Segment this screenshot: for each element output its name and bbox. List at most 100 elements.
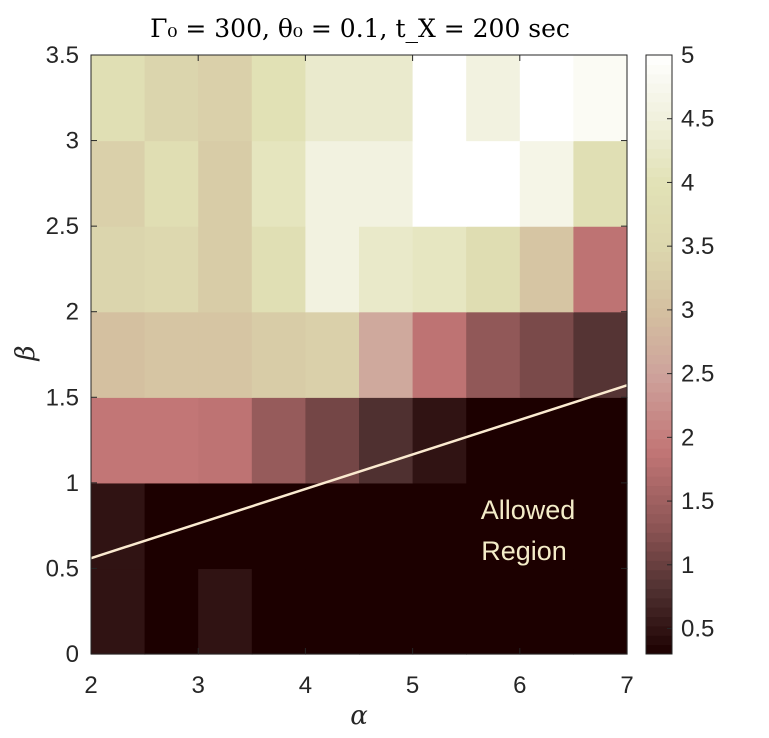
- colorbar-tick-label: 2: [681, 424, 694, 451]
- colorbar-swatch: [646, 494, 672, 505]
- heatmap-cell: [144, 140, 199, 227]
- colorbar-swatch: [646, 588, 672, 599]
- heatmap-cell: [91, 55, 146, 142]
- heatmap-cell: [198, 55, 253, 142]
- colorbar-swatch: [646, 260, 672, 271]
- colorbar-swatch: [646, 429, 672, 440]
- heatmap-cell: [466, 226, 521, 313]
- heatmap-cell: [198, 226, 253, 313]
- heatmap-cell: [251, 311, 306, 398]
- heatmap-cell: [573, 311, 628, 398]
- heatmap-cell: [305, 397, 360, 484]
- heatmap-cell: [359, 55, 414, 142]
- colorbar-swatch: [646, 204, 672, 215]
- heatmap-cell: [359, 482, 414, 570]
- colorbar-swatch: [646, 607, 672, 618]
- heatmap-cell: [412, 482, 467, 570]
- colorbar-tick-label: 2.5: [681, 361, 714, 388]
- colorbar-swatch: [646, 270, 672, 281]
- colorbar-swatch: [646, 279, 672, 290]
- y-axis-label: β: [11, 345, 41, 361]
- x-tick-label: 4: [299, 672, 312, 699]
- y-tick-label: 1: [66, 470, 79, 497]
- colorbar-frame: [645, 54, 673, 655]
- heatmap-cell: [519, 55, 574, 142]
- colorbar-swatch: [646, 448, 672, 458]
- colorbar-swatch: [646, 317, 672, 327]
- heatmap-cell: [305, 568, 360, 655]
- colorbar-swatch: [646, 560, 672, 571]
- heatmap-cell: [144, 55, 199, 142]
- colorbar-swatch: [646, 335, 672, 346]
- heatmap-cell: [359, 568, 414, 655]
- heatmap-cell: [144, 568, 199, 655]
- heatmap-cell: [519, 226, 574, 313]
- colorbar-swatch: [646, 438, 672, 449]
- colorbar-swatch: [646, 345, 672, 355]
- x-axis-label: α: [350, 701, 368, 731]
- heatmap-cell: [466, 568, 521, 655]
- colorbar-swatch: [646, 504, 672, 515]
- heatmap-cell: [466, 55, 521, 142]
- colorbar-swatch: [646, 644, 672, 655]
- colorbar-tick-label: 0.5: [681, 616, 714, 643]
- heatmap-cell: [305, 311, 360, 398]
- heatmap-cells: [91, 55, 628, 655]
- colorbar-swatch: [646, 541, 672, 552]
- x-tick-label: 5: [406, 672, 419, 699]
- chart-title: Γ₀ = 300, θ₀ = 0.1, t_X = 200 sec: [150, 14, 570, 43]
- colorbar-swatch: [646, 148, 672, 159]
- heatmap-cell: [91, 311, 146, 398]
- y-tick-label: 2.5: [46, 213, 79, 240]
- colorbar-swatch: [646, 466, 672, 477]
- x-axis-ticks: 2 3 4 5 6 7: [84, 55, 634, 699]
- colorbar-swatch: [646, 73, 672, 84]
- heatmap-cell: [412, 55, 467, 142]
- x-tick-label: 3: [192, 672, 205, 699]
- annotation-region: Region: [481, 536, 567, 566]
- colorbar-swatch: [646, 111, 672, 122]
- heatmap-cell: [412, 226, 467, 313]
- heatmap-cell: [251, 397, 306, 484]
- heatmap-cell: [251, 140, 306, 227]
- heatmap-cell: [251, 226, 306, 313]
- heatmap-cell: [251, 568, 306, 655]
- heatmap-cell: [305, 482, 360, 570]
- colorbar-tick-label: 1.5: [681, 488, 714, 515]
- heatmap-cell: [305, 55, 360, 142]
- x-tick-label: 7: [620, 672, 633, 699]
- heatmap-cell: [359, 140, 414, 227]
- colorbar-swatch: [646, 167, 672, 178]
- colorbar-tick-label: 4.5: [681, 106, 714, 133]
- colorbar-swatch: [646, 635, 672, 646]
- heatmap-cell: [198, 140, 253, 227]
- heatmap-cell: [573, 55, 628, 142]
- annotation-allowed: Allowed: [481, 495, 576, 525]
- y-tick-label: 0.5: [46, 555, 79, 582]
- colorbar-swatch: [646, 391, 672, 402]
- colorbar-swatch: [646, 223, 672, 234]
- y-tick-label: 0: [66, 641, 79, 668]
- heatmap-cell: [144, 397, 199, 484]
- heatmap-cell: [519, 568, 574, 655]
- colorbar-swatch: [646, 363, 672, 374]
- colorbar-tick-label: 3.5: [681, 233, 714, 260]
- colorbar-swatch: [646, 354, 672, 365]
- colorbar-swatch: [646, 457, 672, 468]
- colorbar-swatch: [646, 195, 672, 206]
- heatmap-cell: [412, 140, 467, 227]
- colorbar-swatch: [646, 55, 672, 65]
- heatmap-cell: [359, 311, 414, 398]
- colorbar-swatch: [646, 251, 672, 262]
- heatmap-cell: [198, 568, 253, 655]
- heatmap-cell: [519, 311, 574, 398]
- heatmap-cell: [573, 140, 628, 227]
- colorbar-tick-label: 3: [681, 297, 694, 324]
- heatmap-cell: [466, 140, 521, 227]
- colorbar-swatch: [646, 420, 672, 430]
- x-tick-label: 6: [513, 672, 526, 699]
- y-tick-label: 3.5: [46, 42, 79, 69]
- heatmap-cell: [573, 482, 628, 570]
- colorbar-tick-label: 5: [681, 42, 694, 69]
- heatmap-cell: [198, 482, 253, 570]
